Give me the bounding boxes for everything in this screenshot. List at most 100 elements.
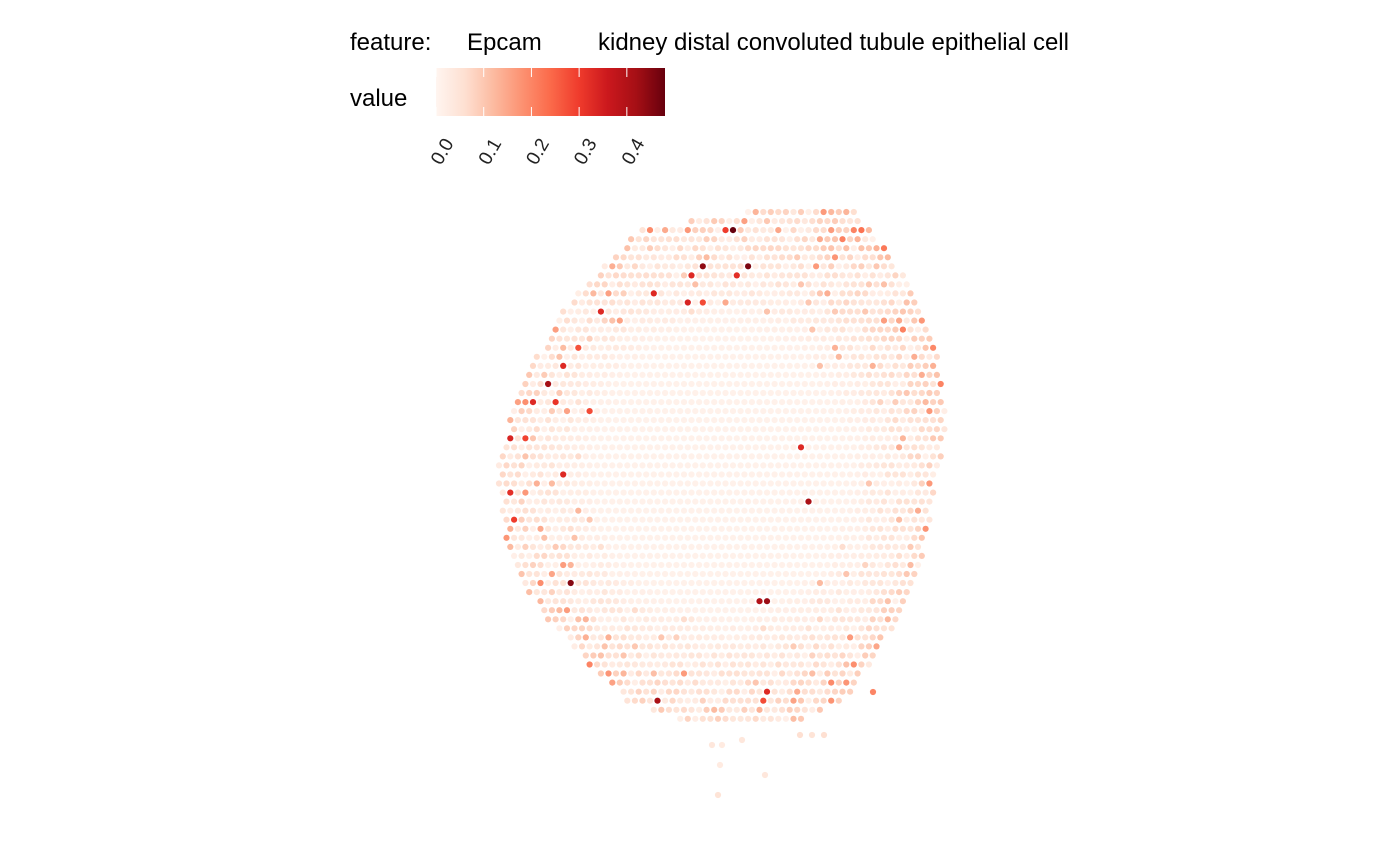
spot	[620, 616, 627, 623]
spot	[854, 399, 861, 406]
spot	[820, 444, 827, 451]
spot	[639, 679, 646, 686]
spot	[869, 399, 876, 406]
spot	[673, 543, 680, 551]
spot	[903, 516, 910, 523]
spot	[635, 344, 642, 351]
spot	[571, 408, 578, 415]
spot	[718, 507, 725, 514]
spot	[545, 453, 552, 460]
spot	[813, 353, 820, 360]
spot	[510, 480, 518, 487]
spot	[741, 362, 748, 369]
spot	[847, 362, 854, 369]
spot	[609, 570, 616, 578]
spot	[726, 326, 733, 333]
spot	[609, 679, 616, 686]
spot	[673, 435, 680, 442]
spot	[839, 688, 846, 695]
spot	[767, 263, 774, 270]
spot	[767, 498, 774, 505]
spot	[767, 408, 774, 415]
spot	[575, 507, 582, 514]
spot	[899, 326, 907, 333]
spot	[556, 408, 563, 415]
spot	[541, 480, 548, 487]
spot	[828, 371, 835, 378]
spot	[729, 552, 737, 560]
spot	[760, 661, 767, 668]
spot	[646, 263, 654, 270]
spot	[503, 462, 510, 469]
spot	[888, 462, 895, 469]
spot	[718, 489, 725, 496]
spot	[865, 570, 873, 578]
spot	[680, 579, 688, 587]
spot	[899, 308, 907, 315]
spot	[688, 652, 695, 659]
spot	[824, 543, 831, 551]
spot	[567, 417, 574, 424]
spot	[665, 254, 673, 261]
spot	[696, 453, 703, 460]
spot	[880, 570, 888, 578]
spot	[865, 480, 873, 487]
spot	[738, 736, 746, 744]
spot	[816, 236, 824, 243]
spot	[688, 344, 695, 351]
spot	[643, 344, 650, 351]
spot	[714, 281, 722, 288]
spot	[684, 516, 691, 523]
spot	[847, 670, 854, 677]
spot	[820, 371, 827, 378]
spot	[612, 489, 620, 496]
spot	[692, 534, 699, 541]
spot	[794, 453, 801, 460]
spot	[556, 444, 563, 451]
spot	[684, 661, 691, 668]
spot	[930, 489, 937, 496]
spot	[775, 208, 782, 216]
spot	[624, 480, 631, 487]
spot	[850, 498, 857, 505]
spot	[722, 534, 729, 541]
spot	[646, 426, 654, 433]
spot	[771, 525, 778, 532]
spot	[639, 389, 646, 397]
spot	[752, 661, 759, 668]
spot	[578, 480, 586, 487]
spot	[571, 317, 578, 324]
spot	[605, 561, 612, 569]
spot	[896, 408, 903, 415]
spot	[839, 670, 846, 677]
spot	[680, 706, 688, 713]
spot	[779, 236, 786, 243]
spot	[745, 263, 752, 270]
spot	[892, 362, 899, 369]
spot	[831, 670, 839, 677]
spot	[586, 444, 593, 451]
spot	[680, 652, 688, 659]
spot	[763, 507, 771, 514]
spot	[888, 516, 895, 523]
spot	[752, 715, 759, 722]
spot	[605, 380, 612, 388]
spot	[662, 697, 669, 704]
spot	[714, 516, 722, 523]
spot	[741, 417, 748, 424]
spot	[733, 254, 740, 261]
spot	[884, 616, 891, 623]
spot	[567, 453, 574, 460]
spot	[586, 353, 593, 360]
spot	[843, 408, 850, 415]
spot	[552, 380, 559, 388]
spot	[643, 561, 650, 569]
spot	[665, 598, 673, 605]
spot	[718, 561, 725, 569]
spot	[790, 715, 797, 722]
spot	[665, 236, 673, 243]
spot	[877, 561, 884, 569]
spot	[828, 643, 835, 650]
spot	[616, 335, 623, 342]
spot	[601, 516, 608, 523]
